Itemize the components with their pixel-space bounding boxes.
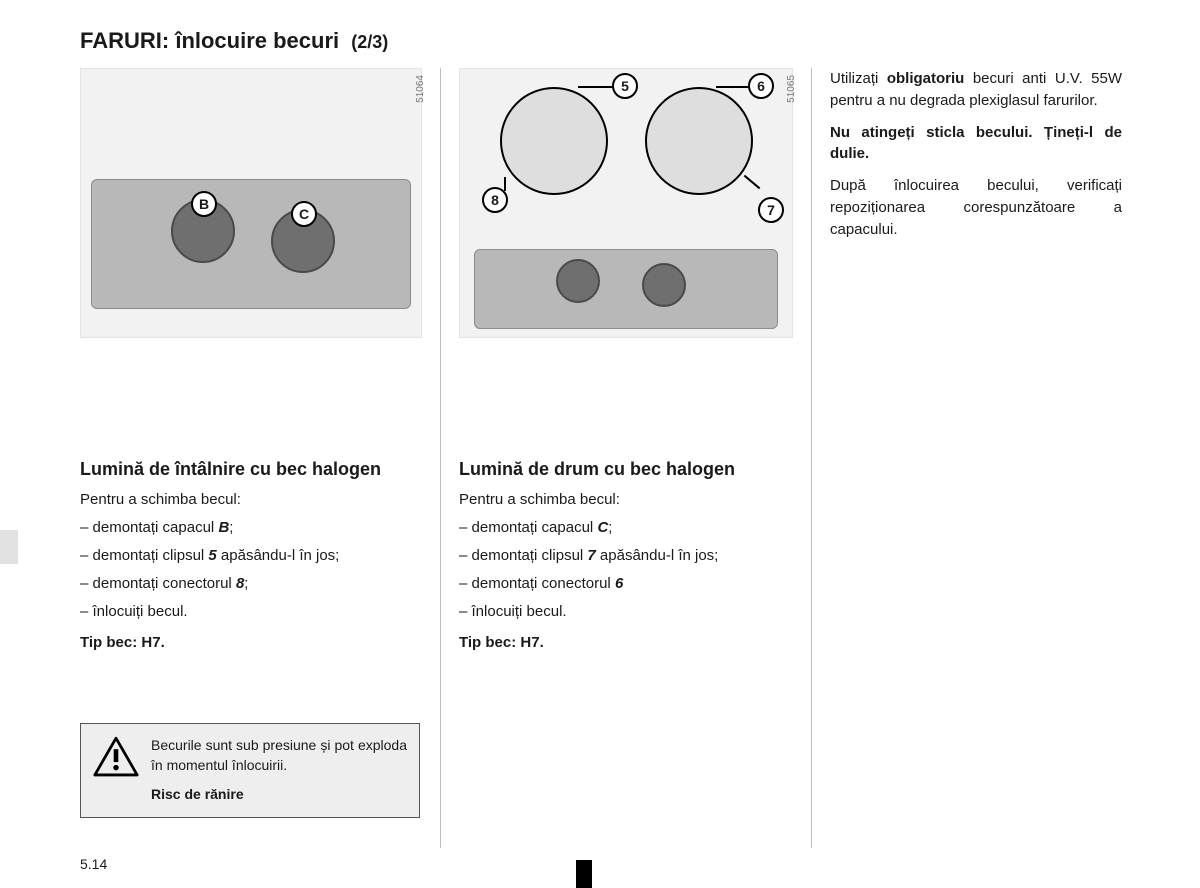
col3-p3: După înlocuirea becului, verificați repo…	[830, 175, 1122, 240]
columns: 51064 B C Lumină de întâlnire cu bec hal…	[80, 68, 1140, 848]
figure-1-number: 51064	[415, 75, 426, 103]
list-item: demontați conectorul 8;	[80, 572, 422, 596]
col1-intro: Pentru a schimba becul:	[80, 491, 422, 508]
list-item: demontați capacul C;	[459, 516, 793, 540]
warning-icon	[93, 736, 139, 778]
warning-risk: Risc de rănire	[151, 785, 407, 805]
callout-7: 7	[758, 197, 784, 223]
title-main: FARURI: înlocuire becuri	[80, 28, 339, 53]
column-2: 51065 5 6 8 7 Lumină de drum cu bec halo…	[440, 68, 812, 848]
leader-line	[578, 86, 614, 88]
headlight-illustration	[91, 179, 411, 309]
warning-text: Becurile sunt sub presiune și pot explod…	[151, 737, 407, 773]
col3-p2: Nu atingeți sticla becului. Țineți-l de …	[830, 122, 1122, 166]
page-title: FARURI: înlocuire becuri (2/3)	[80, 28, 1140, 54]
col2-bulbtype: Tip bec: H7.	[459, 634, 793, 651]
col1-steps: demontați capacul B; demontați clipsul 5…	[80, 516, 422, 624]
figure-1: 51064 B C	[80, 68, 422, 338]
page-number: 5.14	[80, 856, 107, 872]
callout-5: 5	[612, 73, 638, 99]
cap-small	[642, 263, 686, 307]
page: FARURI: înlocuire becuri (2/3) 51064 B C…	[0, 0, 1200, 888]
list-item: înlocuiți becul.	[80, 600, 422, 624]
leader-line	[744, 175, 761, 189]
column-1: 51064 B C Lumină de întâlnire cu bec hal…	[80, 68, 440, 848]
headlight-illustration-2	[474, 249, 778, 329]
col2-intro: Pentru a schimba becul:	[459, 491, 793, 508]
leader-line	[716, 86, 750, 88]
warning-text-block: Becurile sunt sub presiune și pot explod…	[151, 736, 407, 805]
callout-6: 6	[748, 73, 774, 99]
warning-box: Becurile sunt sub presiune și pot explod…	[80, 723, 420, 818]
list-item: demontați clipsul 7 apăsându-l în jos;	[459, 544, 793, 568]
col2-heading: Lumină de drum cu bec halogen	[459, 458, 793, 481]
list-item: demontați conectorul 6	[459, 572, 793, 596]
figure-2-number: 51065	[786, 75, 797, 103]
column-3: Utilizați obligatoriu becuri anti U.V. 5…	[812, 68, 1140, 848]
callout-c: C	[291, 201, 317, 227]
detail-circle-left	[500, 87, 608, 195]
callout-b: B	[191, 191, 217, 217]
col1-bulbtype: Tip bec: H7.	[80, 634, 422, 651]
cap-small	[556, 259, 600, 303]
bottom-tab	[576, 860, 592, 888]
list-item: demontați capacul B;	[80, 516, 422, 540]
figure-2: 51065 5 6 8 7	[459, 68, 793, 338]
col2-steps: demontați capacul C; demontați clipsul 7…	[459, 516, 793, 624]
col1-heading: Lumină de întâlnire cu bec halogen	[80, 458, 422, 481]
col3-p1: Utilizați obligatoriu becuri anti U.V. 5…	[830, 68, 1122, 112]
list-item: demontați clipsul 5 apăsându-l în jos;	[80, 544, 422, 568]
title-sub: (2/3)	[351, 32, 388, 52]
detail-circle-right	[645, 87, 753, 195]
leader-line	[504, 177, 506, 191]
list-item: înlocuiți becul.	[459, 600, 793, 624]
